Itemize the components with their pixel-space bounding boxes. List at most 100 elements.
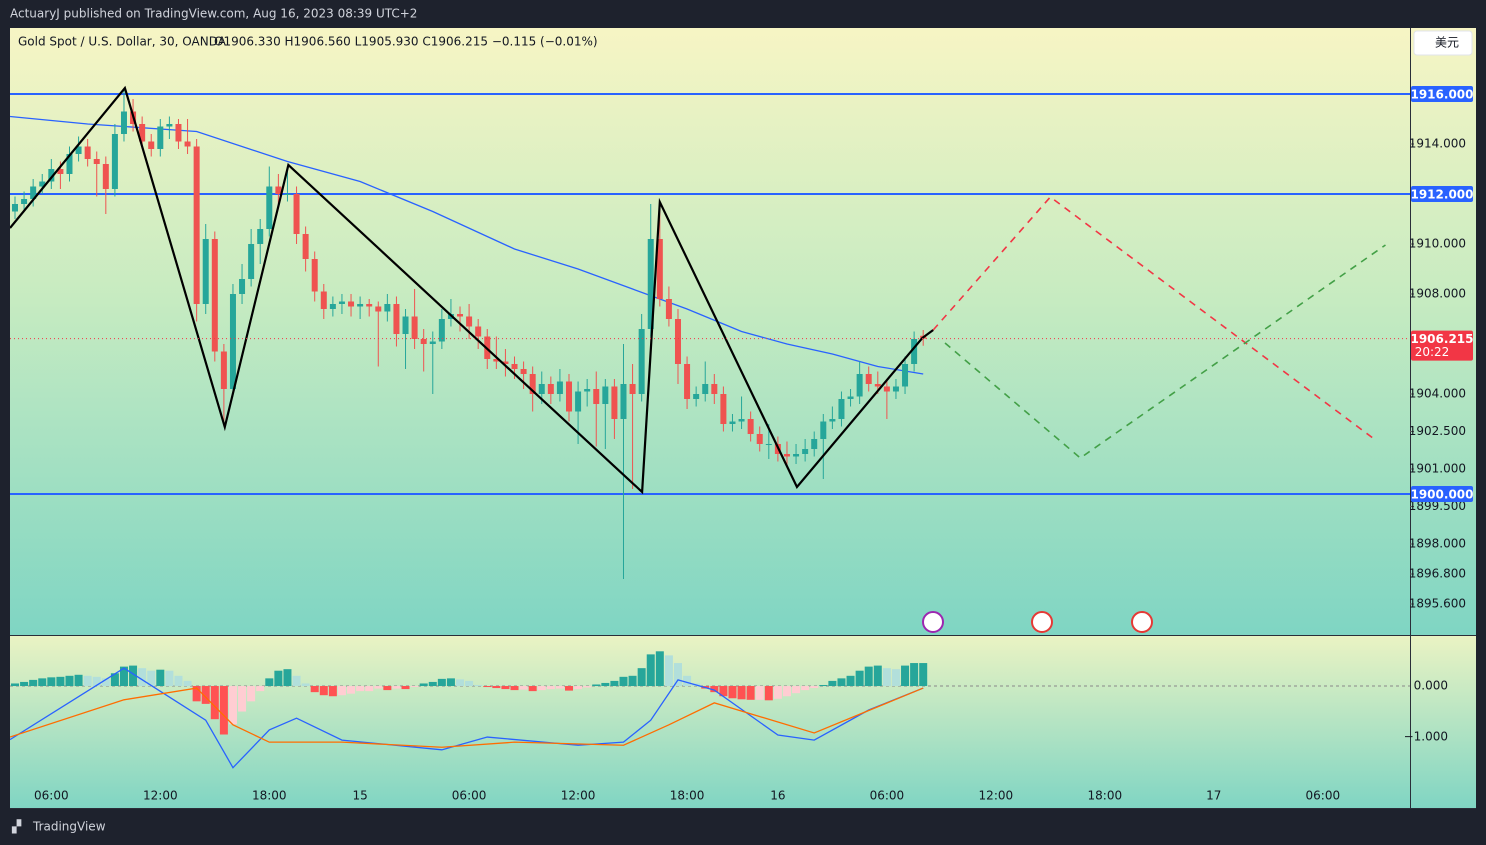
macd-plot: [10, 651, 1410, 769]
macd-bar: [737, 686, 746, 700]
candle-body: [21, 199, 28, 204]
macd-bar: [365, 686, 374, 692]
candle-body: [593, 389, 600, 404]
macd-bar: [110, 673, 119, 687]
x-tick-label: 12:00: [143, 789, 178, 803]
macd-bar: [673, 663, 682, 687]
currency-label[interactable]: 美元: [1435, 36, 1459, 50]
candle-body: [838, 399, 845, 419]
candle-body: [584, 389, 591, 392]
macd-bar: [419, 683, 428, 687]
macd-bar: [810, 686, 819, 689]
macd-bar: [47, 677, 56, 687]
candle-body: [429, 341, 436, 344]
macd-bar: [465, 680, 474, 687]
candle-body: [293, 194, 300, 234]
macd-bar: [855, 670, 864, 687]
candle-body: [357, 304, 364, 307]
candle-body: [656, 239, 663, 299]
candle-body: [457, 314, 464, 317]
level-box: [1411, 486, 1473, 502]
x-tick-label: 06:00: [870, 789, 905, 803]
macd-bar: [38, 678, 47, 687]
candle-body: [620, 384, 627, 419]
candle-body: [66, 154, 73, 174]
macd-bar: [10, 683, 19, 687]
macd-bar: [601, 682, 610, 687]
macd-bar: [565, 686, 574, 691]
macd-bar: [165, 670, 174, 687]
macd-bar: [574, 686, 583, 690]
x-tick-label: 12:00: [979, 789, 1014, 803]
y-tick-label: 1898.000: [1409, 537, 1466, 551]
macd-bar: [919, 663, 928, 687]
candle-body: [48, 169, 55, 182]
macd-bar: [192, 686, 201, 702]
macd-bar: [74, 674, 83, 687]
macd-bar: [410, 686, 419, 688]
currency-button[interactable]: [1413, 30, 1473, 56]
macd-bar: [610, 680, 619, 687]
candle-body: [529, 374, 536, 394]
y-tick-label: 1902.500: [1409, 424, 1466, 438]
macd-bar: [728, 686, 737, 699]
candle-body: [547, 384, 554, 394]
event-icon[interactable]: [1031, 611, 1053, 633]
x-tick-label: 18:00: [670, 789, 705, 803]
macd-bar: [755, 686, 764, 700]
macd-bar: [492, 686, 501, 689]
candle-body: [566, 381, 573, 412]
y-tick-label: 1896.800: [1409, 567, 1466, 581]
macd-bar: [283, 669, 292, 687]
macd-tick-label: 0.000: [1414, 679, 1448, 693]
macd-bar: [156, 669, 165, 687]
candle-body: [611, 386, 618, 419]
candle-body: [284, 194, 291, 195]
macd-bar: [901, 665, 910, 687]
candle-body: [202, 239, 209, 304]
macd-bar: [456, 679, 465, 687]
macd-bar: [846, 675, 855, 687]
candle-body: [811, 439, 818, 449]
macd-bar: [274, 670, 283, 687]
x-tick-label: 06:00: [1306, 789, 1341, 803]
macd-bar: [29, 679, 38, 687]
macd-bar: [428, 681, 437, 687]
macd-bar: [337, 686, 346, 696]
candle-body: [520, 369, 527, 374]
candle-body: [747, 419, 754, 434]
candle-body: [538, 384, 545, 394]
candle-body: [239, 279, 246, 294]
macd-bar: [864, 666, 873, 687]
candle-body: [30, 186, 37, 199]
candle-body: [375, 306, 382, 312]
macd-bar: [664, 655, 673, 687]
macd-bar: [374, 686, 383, 689]
event-icon[interactable]: [922, 611, 944, 633]
candle-body: [502, 361, 509, 364]
macd-bar: [837, 678, 846, 687]
y-tick-label: 1899.500: [1409, 499, 1466, 513]
macd-bar: [773, 686, 782, 699]
candle-body: [229, 294, 236, 389]
candle-body: [829, 419, 836, 422]
x-tick-label: 16: [770, 789, 785, 803]
candle-body: [329, 304, 336, 309]
y-tick-label: 1904.000: [1409, 387, 1466, 401]
event-icon[interactable]: [1131, 611, 1153, 633]
candle-body: [556, 381, 563, 394]
y-tick-label: 1914.000: [1409, 137, 1466, 151]
candle-body: [711, 384, 718, 394]
x-tick-label: 06:00: [452, 789, 487, 803]
candle-body: [184, 141, 191, 147]
signal-line: [10, 687, 924, 748]
macd-tick-label: −1.000: [1404, 730, 1448, 744]
candle-body: [111, 134, 118, 189]
candle-body: [420, 339, 427, 344]
macd-bar: [210, 686, 219, 720]
macd-bar: [119, 666, 128, 687]
macd-bar: [483, 686, 492, 688]
macd-bar: [583, 686, 592, 688]
candle-body: [756, 434, 763, 444]
macd-bar: [446, 678, 455, 687]
